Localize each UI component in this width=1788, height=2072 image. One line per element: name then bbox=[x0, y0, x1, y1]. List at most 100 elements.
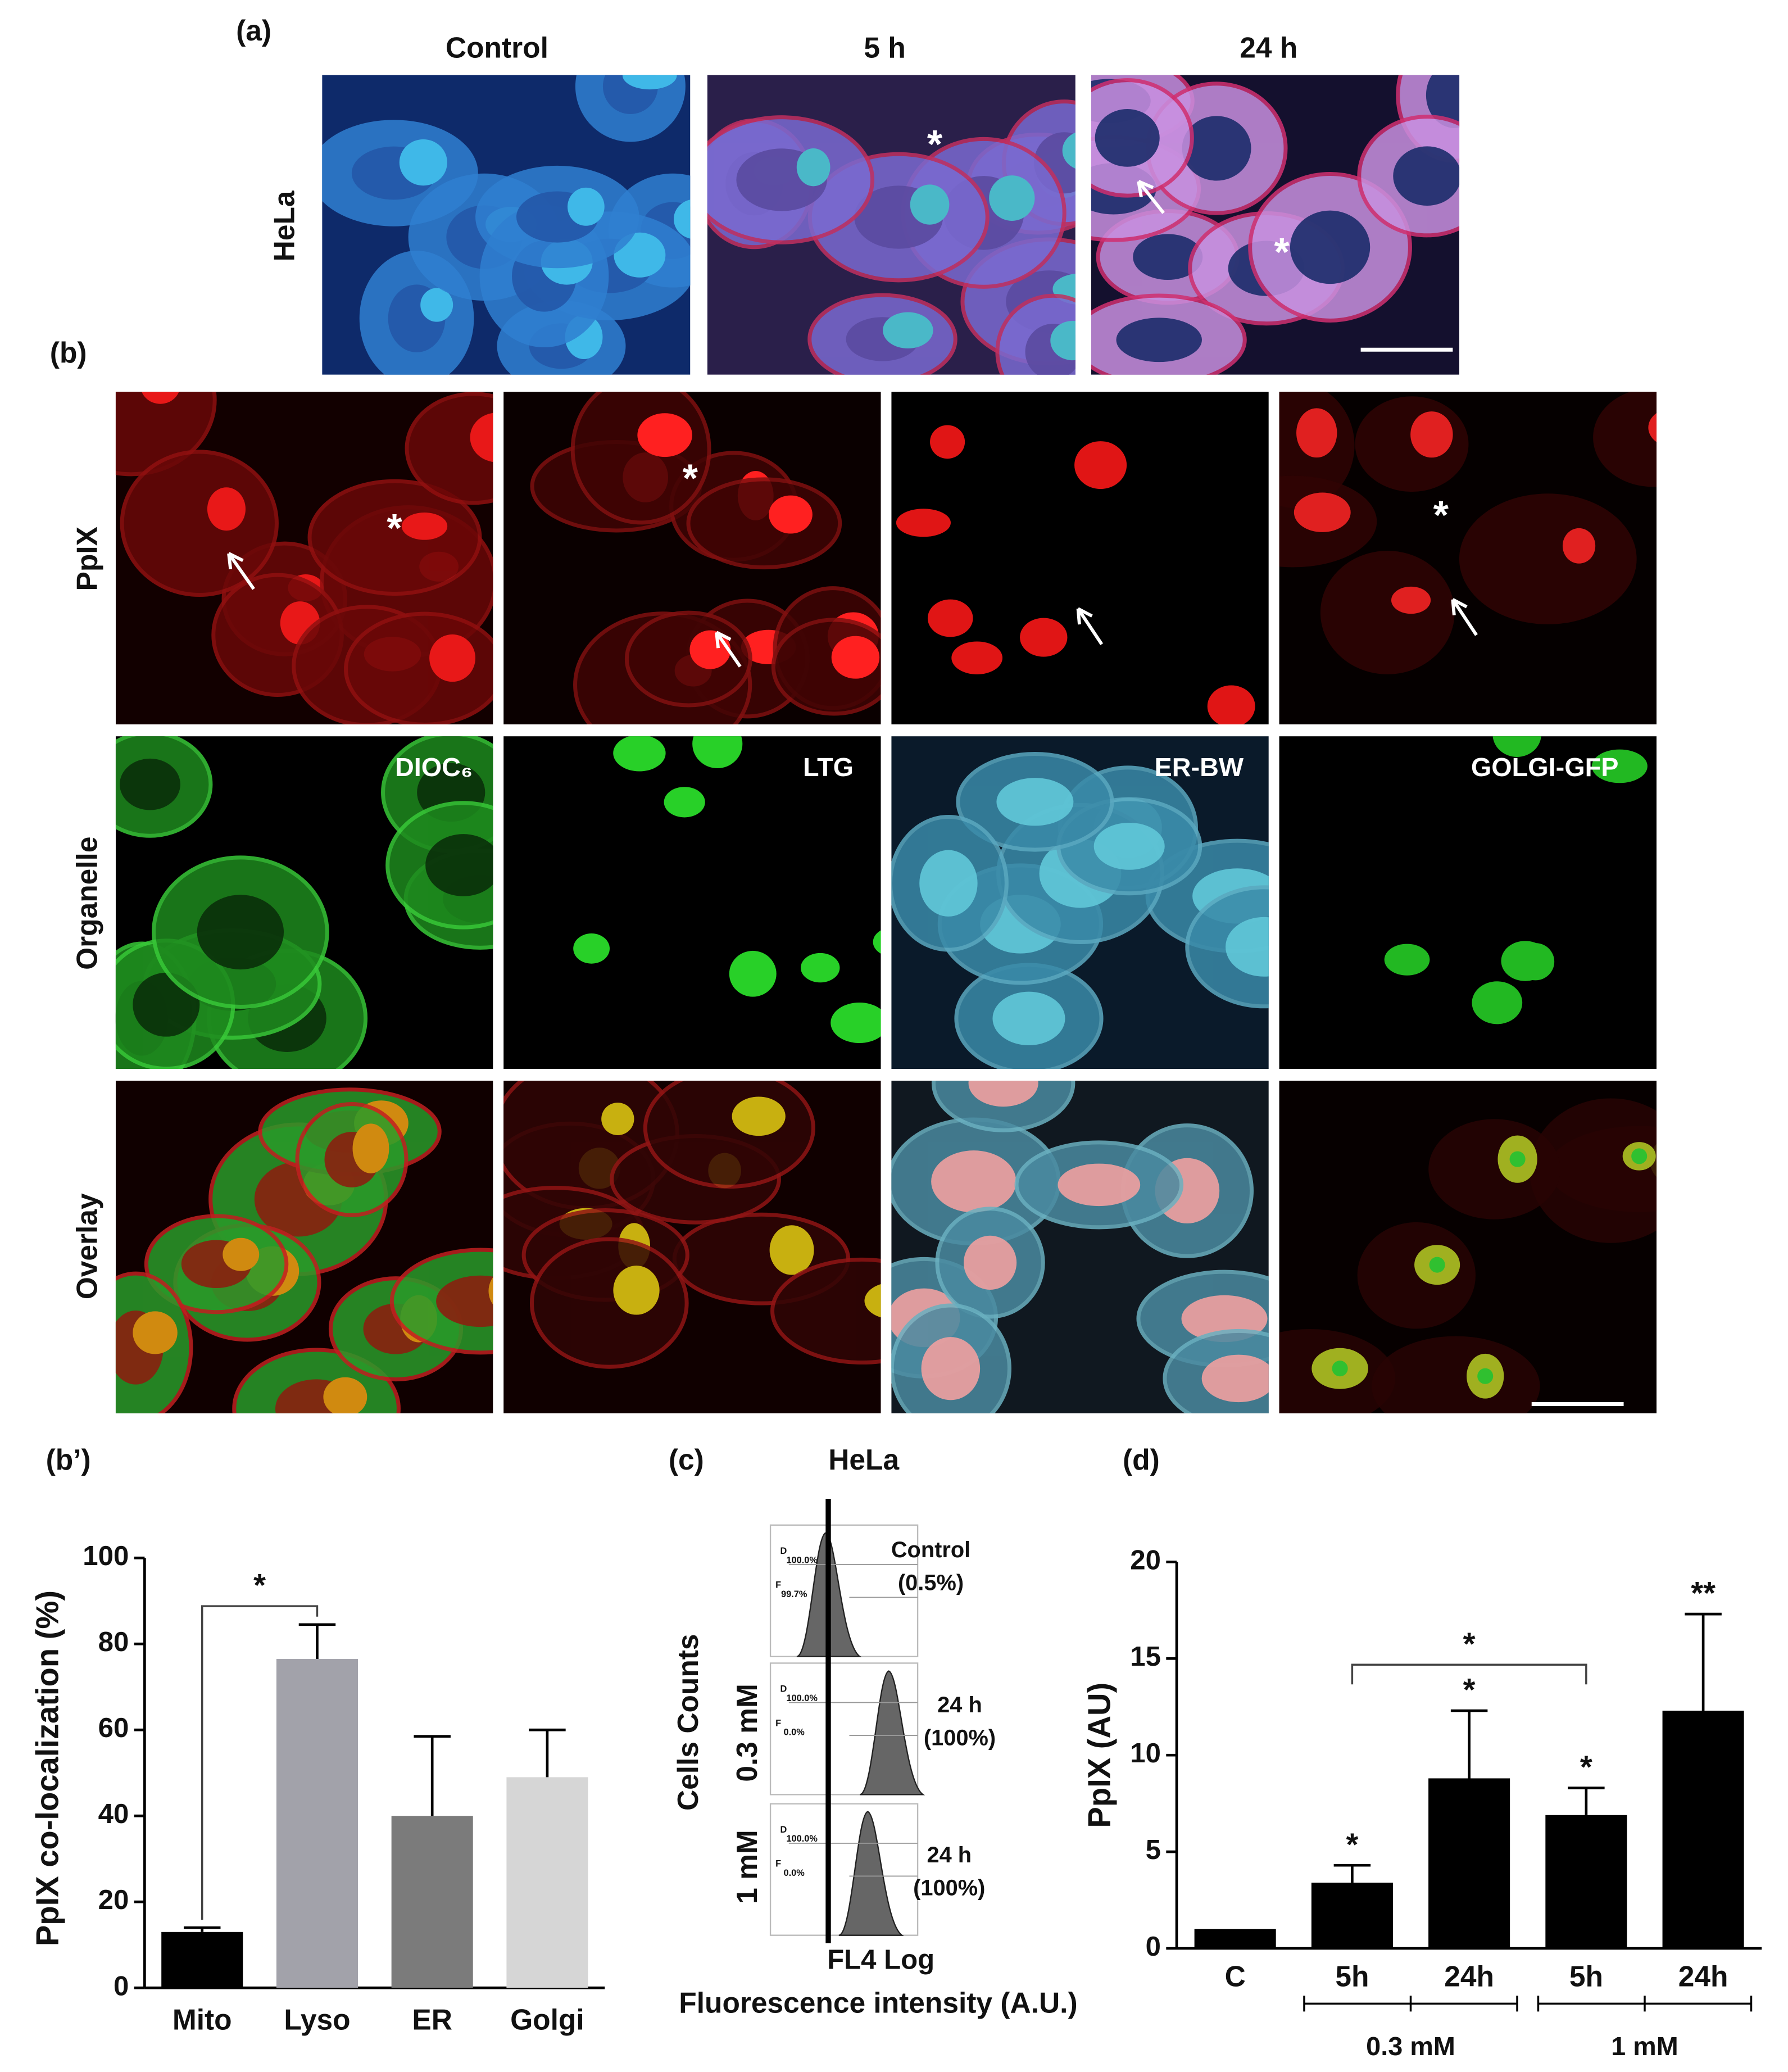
bar bbox=[1662, 1711, 1744, 1949]
nucleus bbox=[1226, 917, 1269, 977]
gate-label: 100.0% bbox=[786, 1693, 818, 1703]
cell bbox=[624, 610, 752, 708]
bar bbox=[1194, 1929, 1276, 1949]
image-background bbox=[1279, 736, 1657, 1069]
x-tick-label: ER bbox=[412, 2003, 452, 2036]
arrow bbox=[715, 631, 742, 668]
significance-marker: * bbox=[253, 1567, 266, 1603]
y-axis-label: Cells Counts bbox=[671, 1634, 704, 1811]
cell bbox=[344, 611, 493, 725]
spot bbox=[951, 641, 1003, 674]
spot bbox=[664, 787, 705, 818]
bar bbox=[506, 1777, 588, 1988]
spot bbox=[800, 953, 840, 983]
row-label: HeLa bbox=[268, 191, 301, 261]
arrow-head bbox=[1452, 598, 1468, 609]
spot bbox=[601, 1103, 634, 1136]
nucleus bbox=[1201, 1354, 1269, 1403]
arrow-head bbox=[1137, 181, 1143, 198]
arrow-head bbox=[227, 553, 233, 570]
spot bbox=[1591, 749, 1648, 783]
significance-marker: * bbox=[1463, 1672, 1476, 1707]
bar bbox=[391, 1816, 473, 1988]
cell bbox=[1357, 1222, 1476, 1329]
nucleus bbox=[1393, 146, 1460, 206]
cell bbox=[405, 392, 493, 505]
micrograph bbox=[1279, 736, 1657, 1069]
arrow-head bbox=[1076, 608, 1081, 625]
arrow bbox=[1077, 607, 1104, 645]
spot bbox=[1296, 408, 1337, 458]
spot bbox=[1648, 413, 1657, 442]
gate-label: 0.0% bbox=[784, 1728, 805, 1738]
y-tick-label: 0 bbox=[1146, 1932, 1161, 1962]
spot bbox=[873, 930, 881, 954]
gate-label: D bbox=[780, 1546, 787, 1556]
spot bbox=[930, 425, 965, 459]
image-marker: * bbox=[1274, 229, 1290, 274]
panel-title: HeLa bbox=[828, 1443, 899, 1476]
nucleus bbox=[1290, 210, 1371, 284]
spot bbox=[637, 413, 692, 457]
significance-marker: * bbox=[1346, 1826, 1358, 1862]
micrograph bbox=[322, 75, 691, 375]
spot bbox=[207, 487, 246, 531]
x-tick-label: 24h bbox=[1444, 1960, 1494, 1992]
spot bbox=[769, 495, 813, 534]
spot bbox=[831, 636, 880, 679]
arrow bbox=[227, 552, 255, 590]
significance-bracket bbox=[1351, 1663, 1587, 1685]
y-tick-label: 0 bbox=[114, 1971, 129, 2001]
cell bbox=[1428, 1119, 1560, 1219]
micrograph bbox=[503, 736, 881, 1069]
nucleus bbox=[1058, 1163, 1141, 1207]
panel-label: (b) bbox=[50, 336, 87, 369]
spot bbox=[488, 1277, 493, 1305]
panel-label: (c) bbox=[669, 1443, 704, 1476]
spot bbox=[1384, 944, 1430, 976]
cell bbox=[770, 1257, 881, 1365]
spot bbox=[1294, 492, 1351, 532]
spot bbox=[567, 187, 605, 226]
spot bbox=[1664, 1153, 1680, 1168]
spot bbox=[989, 175, 1035, 221]
cell bbox=[1372, 1336, 1540, 1413]
micrograph bbox=[503, 1081, 881, 1413]
histogram-label: (0.5%) bbox=[898, 1571, 964, 1595]
row-label: 0.3 mM bbox=[730, 1684, 763, 1781]
arrow bbox=[1451, 599, 1478, 636]
nucleus bbox=[963, 1235, 1017, 1290]
histogram-label: (100%) bbox=[924, 1726, 996, 1751]
gate-label: 100.0% bbox=[786, 1834, 818, 1844]
x-tick-label: Golgi bbox=[510, 2003, 584, 2036]
micrograph bbox=[891, 392, 1269, 725]
nucleus bbox=[1133, 234, 1203, 280]
cell bbox=[686, 477, 842, 570]
nucleus bbox=[436, 1275, 493, 1327]
micrograph bbox=[1279, 1081, 1680, 1413]
row-label: Organelle bbox=[71, 837, 103, 970]
x-axis-label: FL4 Log bbox=[827, 1944, 934, 1975]
cell bbox=[1355, 396, 1469, 492]
arrow-head bbox=[715, 631, 732, 641]
spot bbox=[573, 933, 610, 964]
spot bbox=[1562, 528, 1596, 564]
cell bbox=[643, 1081, 815, 1189]
arrow-head bbox=[715, 632, 720, 649]
significance-marker: ** bbox=[1691, 1575, 1716, 1611]
histogram bbox=[859, 1670, 925, 1796]
cell bbox=[307, 479, 482, 596]
spot bbox=[864, 1284, 881, 1318]
gate-label: 100.0% bbox=[786, 1555, 818, 1565]
nucleus bbox=[1093, 822, 1165, 870]
image-marker: * bbox=[387, 506, 402, 550]
organelle-label: ER-BW bbox=[1155, 752, 1244, 782]
spot bbox=[673, 200, 691, 239]
nucleus bbox=[197, 895, 284, 970]
y-tick-label: 40 bbox=[98, 1799, 129, 1829]
spot bbox=[910, 184, 950, 225]
spot bbox=[223, 1237, 260, 1271]
spot bbox=[1477, 1368, 1494, 1384]
y-tick-label: 5 bbox=[1146, 1835, 1161, 1865]
cell bbox=[529, 1237, 689, 1369]
